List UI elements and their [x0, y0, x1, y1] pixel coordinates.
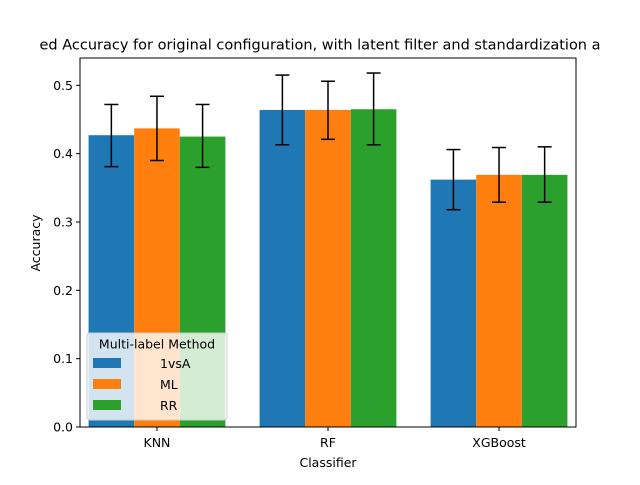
bar: [350, 109, 397, 427]
y-tick-label: 0.4: [53, 146, 73, 161]
bar: [521, 174, 568, 427]
legend-swatch: [93, 400, 121, 410]
x-tick-label: XGBoost: [472, 435, 526, 450]
bar: [305, 109, 351, 427]
legend-label: ML: [160, 377, 178, 392]
y-tick-label: 0.2: [53, 283, 73, 298]
bar: [430, 179, 477, 427]
legend-title: Multi-label Method: [99, 337, 215, 352]
x-tick-label: KNN: [144, 435, 171, 450]
legend-label: RR: [160, 398, 178, 413]
legend-label: 1vsA: [160, 356, 191, 371]
legend-swatch: [93, 379, 121, 389]
legend-swatch: [93, 358, 121, 368]
y-tick-label: 0.5: [53, 78, 73, 93]
y-axis-label: Accuracy: [28, 214, 43, 272]
bar: [259, 109, 306, 427]
y-tick-label: 0.3: [53, 215, 73, 230]
y-tick-label: 0.1: [53, 351, 73, 366]
x-tick-label: RF: [320, 435, 336, 450]
legend: Multi-label Method 1vsA ML RR: [86, 332, 228, 421]
bar: [476, 174, 522, 427]
chart-title: ed Accuracy for original configuration, …: [39, 38, 600, 54]
legend-frame: [86, 332, 228, 421]
y-tick-label: 0.0: [53, 420, 73, 435]
x-axis-label: Classifier: [299, 455, 357, 470]
legend-entries: 1vsA ML RR: [93, 356, 191, 413]
